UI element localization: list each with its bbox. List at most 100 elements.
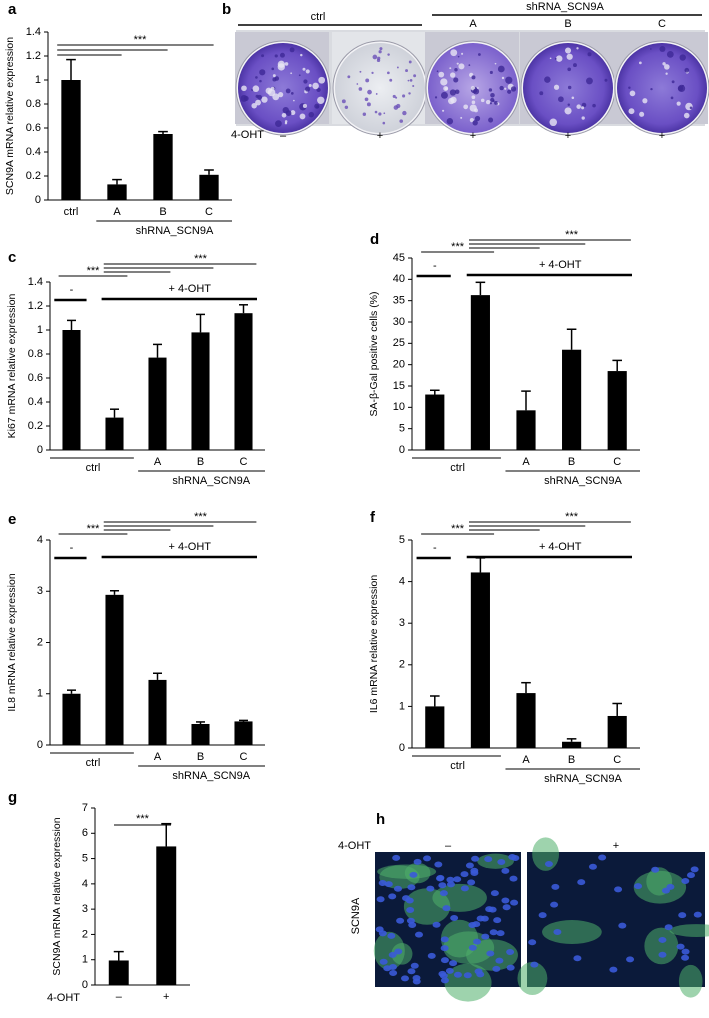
nucleus [410,962,419,969]
nucleus [618,922,627,929]
colony [496,102,498,105]
significance-label: *** [134,34,148,46]
colony [571,96,575,100]
colony [277,60,285,68]
cell-stain [517,961,548,996]
y-tick-label: 7 [82,802,88,814]
nucleus [393,885,402,892]
colony [670,96,674,100]
nucleus [468,922,477,929]
y-tick-label: 1 [399,700,405,712]
x-tick-label: C [658,18,666,30]
nucleus [460,885,469,892]
colony [469,104,477,112]
nucleus [427,952,436,959]
colony [284,122,288,125]
y-tick-label: 2 [82,928,88,940]
nucleus [396,917,405,924]
nucleus [473,938,482,945]
bar [105,417,124,450]
nucleus [486,950,495,957]
nucleus [414,931,423,938]
cell-stain [391,943,413,965]
colony [567,103,571,106]
colony [409,79,413,82]
colony [408,60,412,64]
y-tick-label: 0.6 [28,372,43,384]
nucleus [495,957,504,964]
colony [405,69,408,73]
treatment-label: + [377,130,383,142]
colony [302,67,306,71]
bar [470,572,490,748]
group-label: shRNA_SCN9A [136,225,214,237]
colony [581,106,585,110]
y-tick-label: 0 [399,444,405,456]
panel-label: e [8,511,16,528]
x-tick-label: B [564,18,571,30]
nucleus [530,961,539,968]
colony [587,52,592,57]
colony [581,116,585,120]
colony [377,56,381,60]
nucleus [538,912,547,919]
y-tick-label: 25 [393,337,405,349]
colony [387,53,390,56]
nucleus [528,939,537,946]
colony [456,62,459,65]
colony [638,61,642,65]
nucleus [588,863,597,870]
treatment-label: - [70,542,74,554]
nucleus [467,879,476,886]
y-tick-label: 0 [399,742,405,754]
x-tick-label: B [568,456,575,468]
colony [604,78,608,82]
colony [586,77,593,85]
colony [374,110,378,114]
y-tick-label: 2 [37,636,43,648]
nucleus [470,867,479,874]
cell-stain [678,964,703,998]
nucleus [598,854,607,861]
y-tick-label: 0.2 [26,170,41,182]
y-tick-label: 4 [82,878,88,890]
nucleus [474,968,483,975]
x-tick-label: ctrl [64,206,79,218]
colony [290,91,294,95]
colony [492,99,495,103]
colony [566,53,573,60]
treatment-axis-label: 4-OHT [338,840,371,852]
bar [148,357,167,450]
y-tick-label: 0 [35,194,41,206]
nucleus [434,861,443,868]
colony [383,112,386,115]
colony [261,96,268,103]
bar [516,410,536,450]
dish [238,43,328,133]
colony [683,112,690,119]
colony [478,53,481,56]
y-tick-label: 0.8 [28,348,43,360]
colony [677,84,686,93]
x-tick-label: B [197,751,204,763]
y-tick-label: 6 [82,827,88,839]
group-label: shRNA_SCN9A [526,1,604,13]
row-label: SCN9A [350,897,362,934]
colony [494,62,497,65]
y-tick-label: 3 [82,903,88,915]
colony [261,54,265,58]
colony [318,76,326,84]
colony [679,54,686,61]
y-tick-label: 2 [399,659,405,671]
colony [662,62,666,66]
x-tick-label: A [522,456,530,468]
colony [284,120,288,123]
colony [507,89,512,94]
colony [449,67,452,70]
colony [302,103,307,108]
nucleus [544,861,553,868]
panel-label: c [8,249,16,266]
panel-label: f [370,509,376,526]
colony [438,71,445,78]
